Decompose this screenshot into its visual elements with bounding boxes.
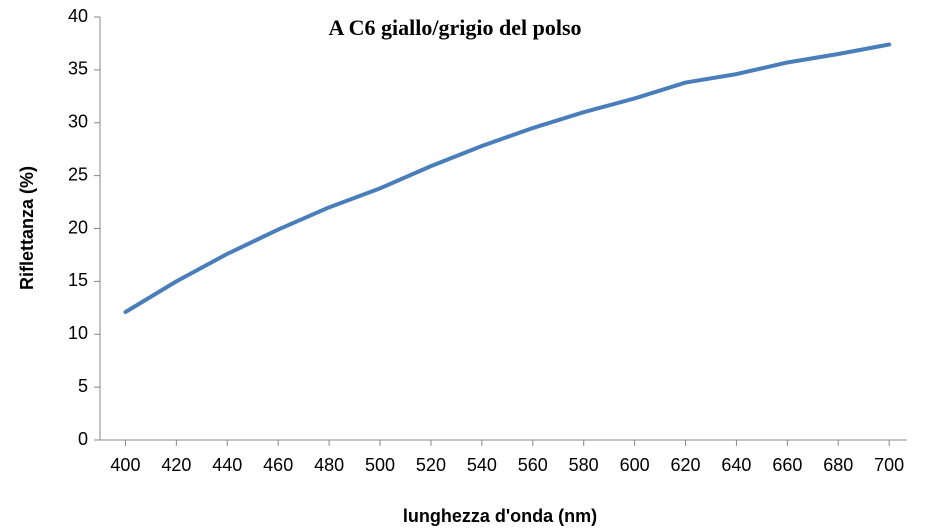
x-axis-title: lunghezza d'onda (nm) — [403, 506, 597, 526]
x-tick-label: 700 — [874, 455, 904, 475]
y-tick-label: 5 — [78, 376, 88, 396]
chart-title: A C6 giallo/grigio del polso — [328, 15, 581, 40]
line-series — [123, 42, 892, 315]
x-tick-label: 500 — [365, 455, 395, 475]
x-tick-label: 620 — [670, 455, 700, 475]
x-tick-label: 540 — [467, 455, 497, 475]
x-tick-label: 480 — [314, 455, 344, 475]
y-tick-label: 40 — [68, 6, 88, 26]
x-tick-label: 440 — [212, 455, 242, 475]
x-tick-label: 640 — [721, 455, 751, 475]
x-tick-label: 460 — [263, 455, 293, 475]
x-tick-label: 580 — [569, 455, 599, 475]
y-tick-label: 35 — [68, 59, 88, 79]
x-tick-label: 520 — [416, 455, 446, 475]
y-tick-label: 0 — [78, 429, 88, 449]
x-tick-label: 420 — [161, 455, 191, 475]
x-tick-label: 560 — [518, 455, 548, 475]
y-tick-label: 20 — [68, 217, 88, 237]
y-tick-label: 25 — [68, 164, 88, 184]
x-tick-label: 660 — [772, 455, 802, 475]
y-tick-label: 30 — [68, 112, 88, 132]
y-tick-label: 15 — [68, 270, 88, 290]
x-tick-label: 400 — [110, 455, 140, 475]
x-tick-label: 680 — [823, 455, 853, 475]
y-axis-title: Riflettanza (%) — [17, 166, 37, 290]
y-tick-label: 10 — [68, 323, 88, 343]
x-tick-label: 600 — [620, 455, 650, 475]
